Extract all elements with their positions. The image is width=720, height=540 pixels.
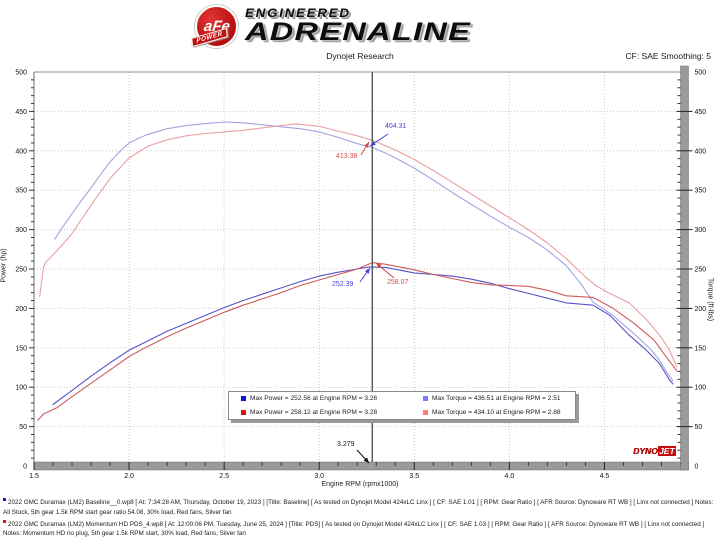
callout-arrowhead xyxy=(364,268,370,274)
baseline-torque-marker-icon xyxy=(423,396,428,402)
callout-arrowhead xyxy=(364,142,369,148)
afe-power-logo: aFe POWER xyxy=(191,4,239,48)
torque-cursor-value-pds: 413.38 xyxy=(336,153,358,160)
run-info-baseline: 2022 GMC Duramax (LM2) Baseline__0.wp8 [… xyxy=(3,498,714,516)
power-cursor-value-baseline: 252.39 xyxy=(332,281,354,288)
x-tick-label: 2.0 xyxy=(124,473,134,480)
curve-pds-power-hp- xyxy=(37,262,678,421)
legend-max-power-pds: Max Power = 258.12 at Engine RPM = 3.28 xyxy=(229,409,411,416)
callout-arrowhead xyxy=(370,141,376,146)
dynojet-logo: DYNO JET xyxy=(633,446,677,456)
y-tick-label-left: 100 xyxy=(15,385,27,392)
pds-run-marker-icon xyxy=(3,519,6,523)
y-tick-label-right: 150 xyxy=(695,345,707,352)
y-tick-label-left: 50 xyxy=(19,424,27,431)
y-tick-label-left: 350 xyxy=(15,188,27,195)
baseline-power-marker-icon xyxy=(241,396,246,402)
y-tick-label-right: 300 xyxy=(695,227,707,234)
legend-box[interactable]: Max Power = 252.56 at Engine RPM = 3.26 … xyxy=(228,391,576,420)
y-tick-label-right: 100 xyxy=(695,385,707,392)
y-tick-label-right: 50 xyxy=(695,424,703,431)
callout-arrowhead xyxy=(363,457,369,463)
y-tick-label-left: 400 xyxy=(15,148,27,155)
y-tick-label-left: 450 xyxy=(15,109,27,116)
y-tick-label-right: 250 xyxy=(695,267,707,274)
y-tick-label-left: 200 xyxy=(15,306,27,313)
x-tick-label: 1.5 xyxy=(29,473,39,480)
curve-baseline-power-hp- xyxy=(52,266,674,406)
x-tick-label: 4.0 xyxy=(505,473,515,480)
smoothing-label: CF: SAE Smoothing: 5 xyxy=(625,51,711,61)
legend-max-torque-baseline: Max Torque = 436.51 at Engine RPM = 2.51 xyxy=(411,395,575,402)
power-axis-title: Power (hp) xyxy=(0,248,8,283)
y-tick-label-right: 450 xyxy=(695,109,707,116)
brand-engineered: ENGINEERED xyxy=(245,6,351,20)
x-tick-label: 4.5 xyxy=(600,473,610,480)
y-tick-label-right: 200 xyxy=(695,306,707,313)
torque-cursor-value-baseline: 404.31 xyxy=(385,123,407,130)
y-tick-label-right: 350 xyxy=(695,188,707,195)
pds-torque-marker-icon xyxy=(423,409,428,415)
chart-title: Dynojet Research xyxy=(326,51,394,61)
y-tick-label-right: 500 xyxy=(695,70,707,77)
y-tick-label-right: 400 xyxy=(695,148,707,155)
power-cursor-value-pds: 258.07 xyxy=(387,279,409,286)
rpm-axis-title: Engine RPM (rpmx1000) xyxy=(321,481,399,488)
legend-max-power-baseline: Max Power = 252.56 at Engine RPM = 3.26 xyxy=(229,395,411,402)
y-tick-label-left: 250 xyxy=(15,267,27,274)
run-info-pds: 2022 GMC Duramax (LM2) Momentum HD PDS_4… xyxy=(3,519,705,538)
run-info: 2022 GMC Duramax (LM2) Baseline__0.wp8 [… xyxy=(3,498,717,540)
x-axis-bar xyxy=(33,461,689,471)
legend-max-torque-pds: Max Torque = 434.10 at Engine RPM = 2.88 xyxy=(411,409,575,416)
curve-pds-torque-ft-lbs- xyxy=(39,123,678,368)
y-tick-label-left: 0 xyxy=(23,464,27,471)
x-tick-label: 3.5 xyxy=(409,473,419,480)
baseline-run-marker-icon xyxy=(3,498,6,501)
brand-adrenaline: ADRENALINE xyxy=(245,18,472,46)
callout-arrowhead xyxy=(376,263,382,269)
torque-axis-bar xyxy=(680,65,689,471)
torque-axis-title: Torque (ft-lbs) xyxy=(706,277,714,322)
y-tick-label-left: 150 xyxy=(15,345,27,352)
pds-power-marker-icon xyxy=(241,409,246,415)
y-tick-label-left: 300 xyxy=(15,227,27,234)
x-tick-label: 3.0 xyxy=(314,473,324,480)
y-tick-label-right: 0 xyxy=(695,464,699,471)
brand-wordmark: ENGINEERED ADRENALINE xyxy=(245,6,470,47)
curve-baseline-torque-ft-lbs- xyxy=(54,121,674,382)
x-tick-label: 2.5 xyxy=(219,473,229,480)
y-tick-label-left: 500 xyxy=(15,70,27,77)
cursor-rpm-value: 3.279 xyxy=(337,441,355,448)
